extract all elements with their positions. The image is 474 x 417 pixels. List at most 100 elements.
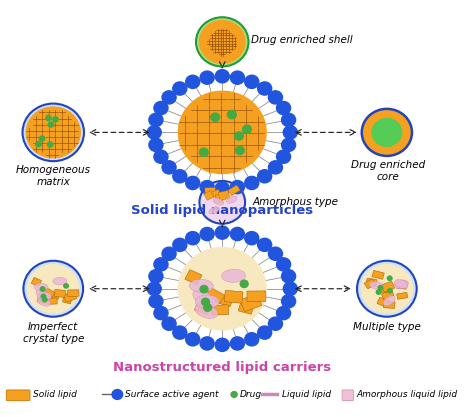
Circle shape [215, 338, 229, 352]
Circle shape [200, 181, 214, 193]
FancyBboxPatch shape [383, 301, 395, 309]
Circle shape [282, 295, 296, 308]
Circle shape [46, 116, 51, 121]
Circle shape [47, 142, 53, 147]
Circle shape [178, 248, 266, 330]
Circle shape [387, 276, 392, 281]
Circle shape [378, 286, 383, 290]
Circle shape [228, 111, 236, 119]
Circle shape [268, 247, 283, 260]
FancyBboxPatch shape [397, 283, 407, 289]
Circle shape [268, 91, 283, 104]
Circle shape [147, 126, 161, 139]
Circle shape [230, 181, 245, 193]
FancyBboxPatch shape [366, 278, 377, 286]
FancyBboxPatch shape [54, 289, 65, 297]
Text: Liquid lipid: Liquid lipid [282, 390, 331, 399]
FancyBboxPatch shape [64, 291, 77, 302]
FancyBboxPatch shape [185, 270, 202, 284]
Circle shape [41, 294, 46, 299]
Text: Multiple type: Multiple type [353, 322, 421, 332]
Circle shape [230, 71, 245, 84]
Circle shape [39, 136, 45, 141]
Circle shape [268, 161, 283, 174]
Circle shape [276, 101, 291, 115]
Circle shape [112, 389, 123, 399]
Text: Homogeneous
matrix: Homogeneous matrix [16, 165, 91, 187]
Circle shape [258, 326, 272, 339]
Circle shape [154, 101, 168, 115]
FancyBboxPatch shape [205, 188, 216, 194]
Circle shape [258, 238, 272, 251]
Circle shape [258, 82, 272, 95]
Circle shape [363, 110, 411, 155]
Circle shape [200, 227, 214, 241]
Ellipse shape [383, 296, 395, 306]
FancyBboxPatch shape [31, 277, 41, 286]
FancyBboxPatch shape [381, 281, 394, 292]
Ellipse shape [221, 269, 246, 282]
Text: Drug enriched shell: Drug enriched shell [251, 35, 352, 45]
Circle shape [149, 138, 163, 151]
FancyBboxPatch shape [342, 390, 354, 401]
FancyBboxPatch shape [224, 290, 243, 303]
FancyBboxPatch shape [218, 191, 230, 200]
FancyBboxPatch shape [381, 284, 391, 292]
FancyBboxPatch shape [397, 292, 408, 299]
Ellipse shape [213, 198, 224, 205]
Circle shape [276, 306, 291, 320]
Circle shape [236, 146, 244, 155]
Circle shape [245, 333, 259, 346]
FancyBboxPatch shape [228, 185, 240, 196]
Circle shape [200, 71, 214, 84]
Ellipse shape [227, 196, 237, 203]
Circle shape [64, 284, 68, 288]
Circle shape [186, 333, 200, 346]
FancyBboxPatch shape [382, 290, 394, 299]
Circle shape [268, 317, 283, 330]
FancyBboxPatch shape [6, 390, 30, 401]
Circle shape [235, 132, 243, 140]
Circle shape [151, 65, 294, 199]
FancyBboxPatch shape [211, 189, 220, 197]
Circle shape [245, 176, 259, 190]
FancyBboxPatch shape [195, 302, 210, 314]
Circle shape [276, 150, 291, 163]
Circle shape [48, 122, 54, 127]
Circle shape [149, 113, 163, 126]
Text: Drug enriched
core: Drug enriched core [351, 161, 425, 182]
Circle shape [162, 247, 176, 260]
Circle shape [162, 91, 176, 104]
Circle shape [282, 113, 296, 126]
FancyBboxPatch shape [46, 298, 57, 304]
Ellipse shape [195, 295, 219, 308]
Ellipse shape [195, 304, 218, 319]
Circle shape [372, 118, 401, 146]
FancyBboxPatch shape [63, 296, 72, 304]
FancyBboxPatch shape [44, 288, 55, 297]
Circle shape [154, 258, 168, 271]
Circle shape [186, 176, 200, 190]
Circle shape [173, 82, 187, 95]
FancyBboxPatch shape [207, 288, 225, 303]
Circle shape [230, 337, 245, 350]
FancyBboxPatch shape [372, 271, 384, 279]
Circle shape [208, 28, 237, 56]
FancyBboxPatch shape [49, 291, 60, 299]
Ellipse shape [37, 297, 51, 306]
Circle shape [200, 148, 208, 156]
Ellipse shape [193, 290, 214, 306]
Circle shape [154, 150, 168, 163]
Circle shape [245, 75, 259, 88]
Ellipse shape [36, 289, 49, 299]
Circle shape [173, 326, 187, 339]
Circle shape [215, 70, 229, 83]
FancyBboxPatch shape [216, 294, 233, 306]
Ellipse shape [209, 206, 219, 214]
Circle shape [388, 289, 392, 293]
Ellipse shape [37, 292, 52, 300]
Circle shape [215, 182, 229, 195]
Circle shape [154, 306, 168, 320]
Ellipse shape [53, 277, 67, 285]
Circle shape [258, 170, 272, 183]
